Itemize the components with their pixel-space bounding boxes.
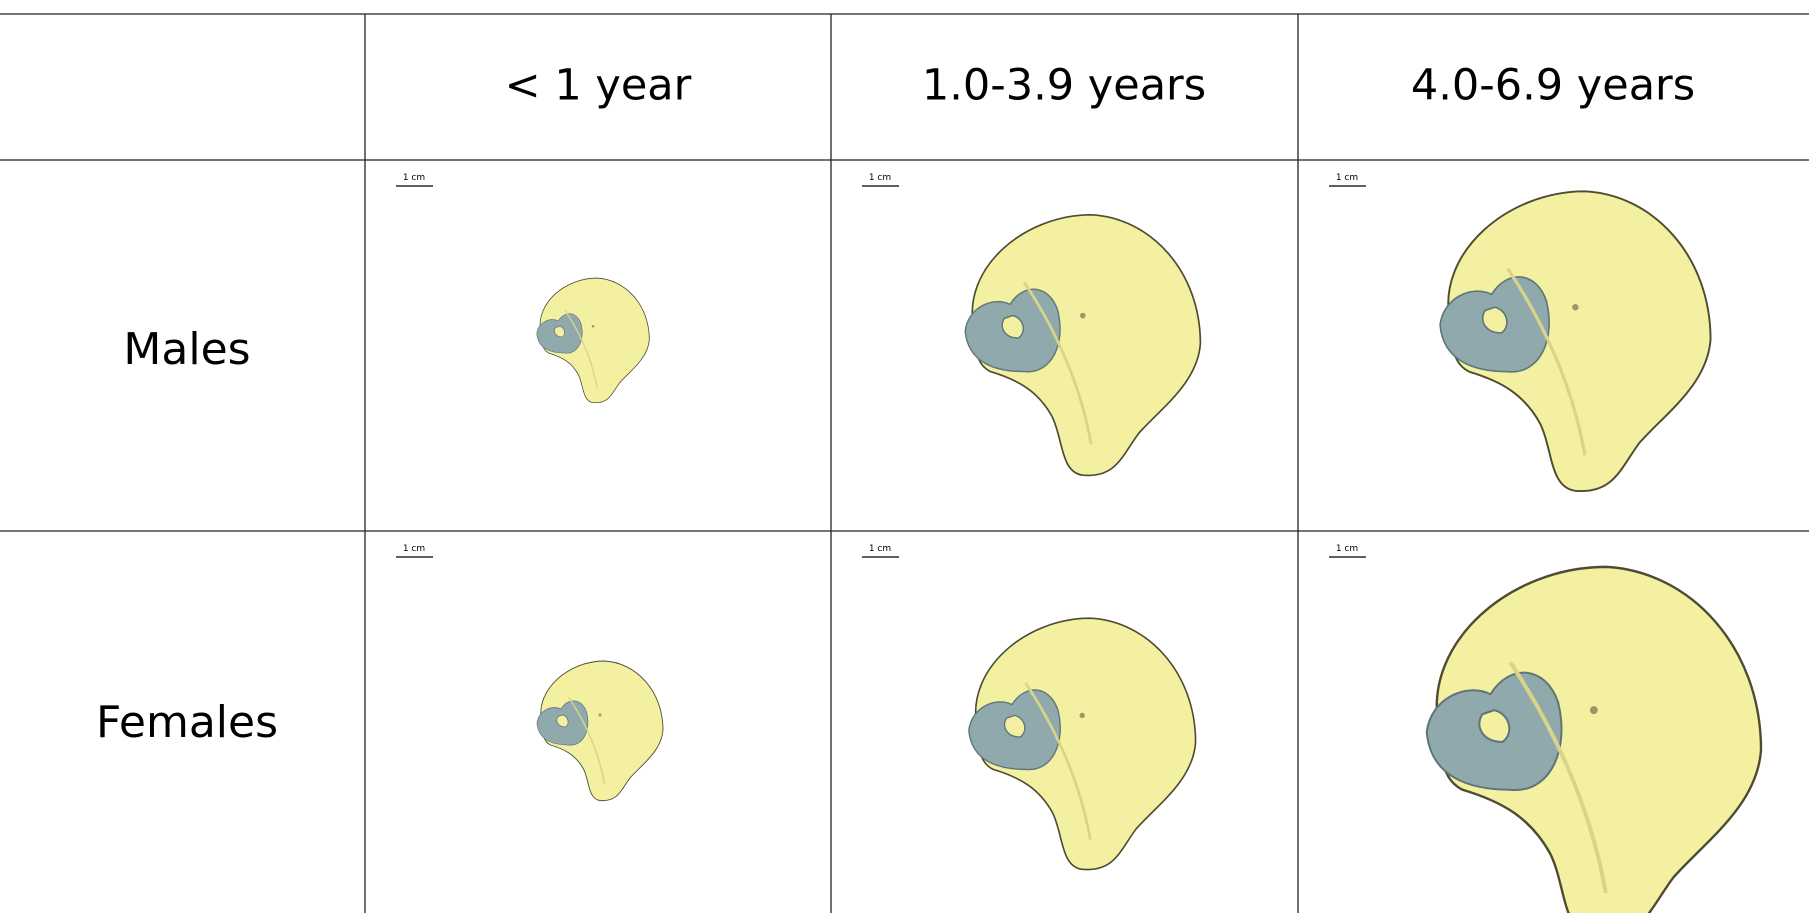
row-label: Males (123, 324, 250, 375)
scale-label: 1 cm (403, 544, 425, 554)
row-label: Females (96, 697, 278, 748)
column-header: 1.0-3.9 years (922, 61, 1206, 111)
table-grid (0, 13, 1809, 913)
scale-label: 1 cm (403, 173, 425, 183)
bone-specimen (536, 277, 650, 404)
bone-specimen (1438, 189, 1713, 493)
bone-specimen (963, 213, 1202, 477)
bone-specimen (536, 660, 664, 802)
bone-specimen (967, 616, 1197, 871)
scale-label: 1 cm (1336, 173, 1358, 183)
scale-label: 1 cm (869, 173, 891, 183)
scale-label: 1 cm (1336, 544, 1358, 554)
column-header: < 1 year (505, 61, 692, 111)
bone-specimen (1424, 564, 1764, 913)
scale-label: 1 cm (869, 544, 891, 554)
column-header: 4.0-6.9 years (1411, 61, 1695, 111)
